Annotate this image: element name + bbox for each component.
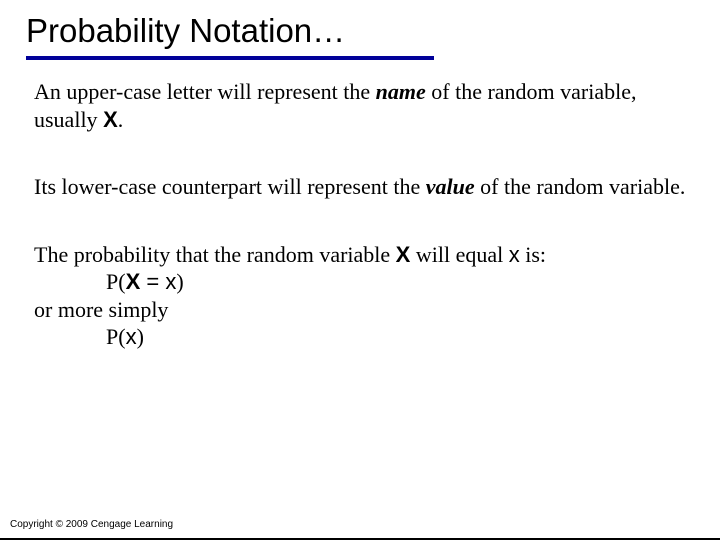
p3-l4-x: x	[126, 324, 137, 349]
p2-text-b: of the random variable.	[475, 174, 686, 199]
slide-title: Probability Notation…	[0, 0, 720, 56]
slide-body: An upper-case letter will represent the …	[0, 60, 720, 351]
p3-line4: P(x)	[34, 323, 686, 351]
p2-text-a: Its lower-case counterpart will represen…	[34, 174, 426, 199]
p1-name-word: name	[376, 79, 426, 104]
p3-l4-b: )	[137, 324, 144, 349]
p3-text-a: The probability that the random variable	[34, 242, 396, 267]
p3-l2-x: x	[165, 269, 176, 294]
p3-line2: P(X = x)	[34, 268, 686, 296]
p3-text-c: is:	[520, 242, 546, 267]
p3-l2-eq: =	[140, 269, 165, 294]
p3-x: x	[509, 242, 520, 267]
p3-l2-a: P(	[106, 269, 126, 294]
p3-l2-b: )	[176, 269, 183, 294]
p3-X: X	[396, 242, 411, 267]
p1-text-a: An upper-case letter will represent the	[34, 79, 376, 104]
p3-text-b: will equal	[410, 242, 508, 267]
p2-value-word: value	[426, 174, 475, 199]
p3-l4-a: P(	[106, 324, 126, 349]
paragraph-2: Its lower-case counterpart will represen…	[34, 173, 686, 201]
copyright-footer: Copyright © 2009 Cengage Learning	[10, 519, 173, 530]
slide: Probability Notation… An upper-case lett…	[0, 0, 720, 540]
p3-l2-X: X	[126, 269, 141, 294]
p3-line3: or more simply	[34, 297, 168, 322]
paragraph-3: The probability that the random variable…	[34, 241, 686, 351]
p1-text-c: .	[118, 107, 124, 132]
p1-X: X	[103, 107, 118, 132]
paragraph-1: An upper-case letter will represent the …	[34, 78, 686, 133]
